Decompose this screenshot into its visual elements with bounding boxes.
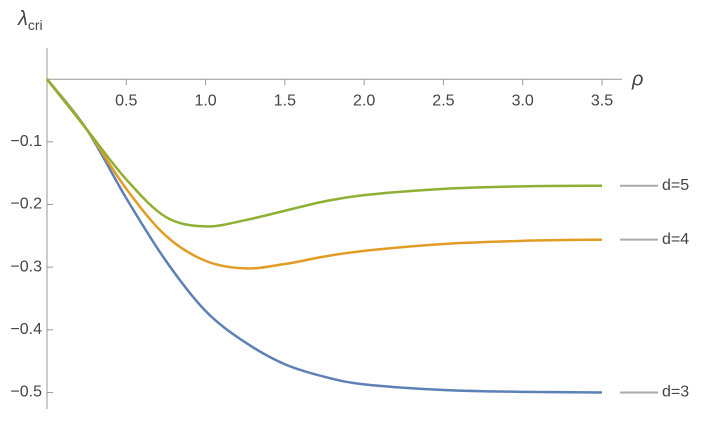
series-line — [46, 78, 603, 270]
x-axis-label: ρ — [631, 68, 643, 90]
series-label: d=3 — [662, 384, 689, 401]
series-label: d=5 — [662, 177, 689, 194]
y-tick-label: −0.3 — [10, 258, 42, 275]
x-tick-label: 3.5 — [591, 92, 613, 109]
y-tick-label: −0.5 — [10, 384, 42, 401]
x-tick-label: 2.0 — [353, 92, 375, 109]
y-axis-label: λcri — [17, 8, 43, 32]
y-tick-label: −0.1 — [10, 133, 42, 150]
x-tick-label: 3.0 — [512, 92, 534, 109]
x-tick-label: 1.0 — [194, 92, 216, 109]
y-tick-label: −0.2 — [10, 196, 42, 213]
x-tick-label: 1.5 — [274, 92, 296, 109]
series-line — [46, 78, 603, 394]
y-tick-label: −0.4 — [10, 321, 42, 338]
x-tick-label: 2.5 — [432, 92, 454, 109]
series-line — [46, 78, 603, 228]
x-tick-label: 0.5 — [115, 92, 137, 109]
series-label: d=4 — [662, 231, 689, 248]
